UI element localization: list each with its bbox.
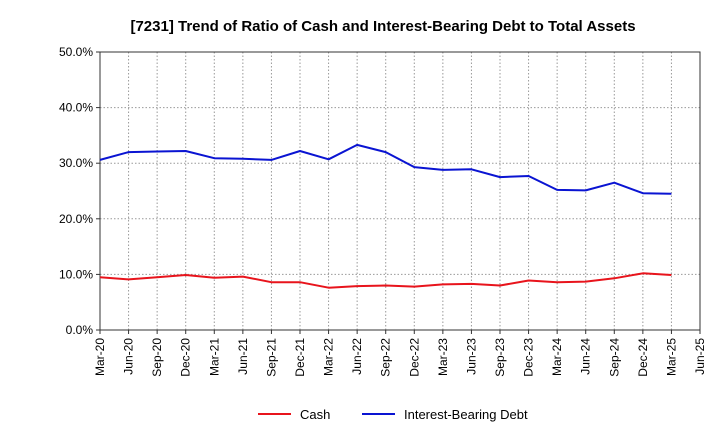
x-axis: Mar-20 Jun-20 Sep-20 Dec-20 Mar-21 Jun-21 Sep-… <box>93 330 707 377</box>
grid <box>100 52 700 330</box>
x-tick-label: Sep-22 <box>379 338 393 377</box>
series-line-interest-bearing-debt <box>99 143 672 195</box>
y-tick-label: 20.0% <box>59 212 93 226</box>
x-tick-label: Dec-23 <box>522 338 536 377</box>
x-tick-label: Dec-20 <box>179 338 193 377</box>
x-tick-label: Mar-22 <box>322 338 336 376</box>
x-tick-label: Jun-25 <box>693 338 707 375</box>
plot-area-frame <box>99 51 701 331</box>
x-tick-label: Sep-20 <box>150 338 164 377</box>
x-tick-label: Jun-20 <box>122 338 136 375</box>
y-tick-label: 40.0% <box>59 101 93 115</box>
x-tick-label: Jun-23 <box>464 338 478 375</box>
x-tick-label: Mar-23 <box>436 338 450 376</box>
y-axis: 0.0% 10.0% 20.0% 30.0% 40.0% 50.0% <box>59 45 100 337</box>
series-lines <box>99 143 672 289</box>
x-tick-label: Dec-22 <box>407 338 421 377</box>
legend-label: Interest-Bearing Debt <box>404 407 528 422</box>
x-tick-label: Sep-21 <box>264 338 278 377</box>
legend-label: Cash <box>300 407 330 422</box>
x-tick-label: Sep-23 <box>493 338 507 377</box>
y-tick-label: 10.0% <box>59 267 93 281</box>
y-tick-label: 0.0% <box>66 323 94 337</box>
y-tick-label: 30.0% <box>59 156 93 170</box>
legend: Cash Interest-Bearing Debt <box>258 407 528 422</box>
series-line-cash <box>99 272 672 289</box>
x-tick-label: Sep-24 <box>607 338 621 377</box>
x-tick-label: Jun-21 <box>236 338 250 375</box>
x-tick-label: Dec-24 <box>636 338 650 377</box>
x-tick-label: Dec-21 <box>293 338 307 377</box>
x-tick-label: Jun-22 <box>350 338 364 375</box>
x-tick-label: Mar-25 <box>664 338 678 376</box>
x-tick-label: Mar-24 <box>550 338 564 376</box>
chart-title: [7231] Trend of Ratio of Cash and Intere… <box>130 18 635 35</box>
x-tick-label: Mar-21 <box>207 338 221 376</box>
y-tick-label: 50.0% <box>59 45 93 59</box>
x-tick-label: Jun-24 <box>579 338 593 375</box>
x-tick-label: Mar-20 <box>93 338 107 376</box>
